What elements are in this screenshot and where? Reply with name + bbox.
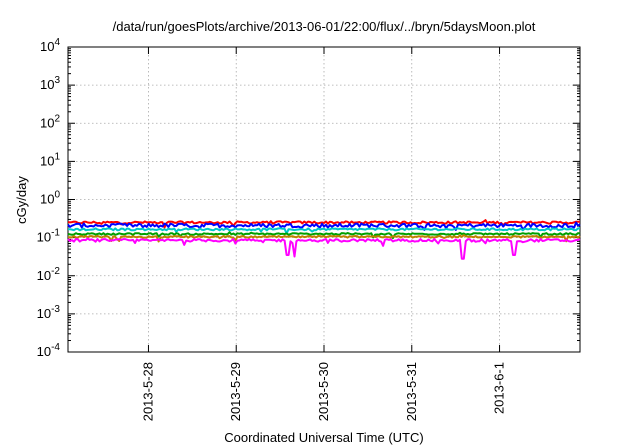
y-tick-label: 101 — [40, 151, 60, 168]
chart-title: /data/run/goesPlots/archive/2013-06-01/2… — [113, 19, 536, 34]
x-axis: 2013-5-28 2013-5-29 2013-5-30 2013-5-31 2013… — [140, 47, 507, 421]
series-group — [67, 219, 581, 260]
y-tick-label: 104 — [40, 37, 60, 54]
x-tick-label: 2013-5-30 — [316, 362, 331, 421]
y-tick-label: 10-4 — [37, 342, 61, 359]
y-tick-label: 10-2 — [37, 266, 61, 283]
x-tick-label: 2013-6-1 — [492, 362, 507, 414]
series-line-4 — [67, 231, 581, 240]
x-tick-label: 2013-5-29 — [228, 362, 243, 421]
series-line-3 — [68, 227, 581, 235]
y-tick-label: 103 — [40, 75, 60, 92]
y-tick-label: 10-1 — [37, 228, 61, 245]
series-line-5 — [68, 234, 581, 243]
y-axis-label: cGy/day — [14, 176, 29, 224]
y-tick-label: 100 — [40, 190, 60, 207]
x-tick-label: 2013-5-31 — [404, 362, 419, 421]
series-line-1 — [67, 219, 580, 229]
y-tick-label: 10-3 — [37, 304, 61, 321]
y-tick-label: 102 — [40, 113, 60, 130]
grid — [68, 47, 580, 352]
series-line-6 — [67, 237, 581, 260]
series-line-2 — [67, 221, 581, 231]
x-axis-label: Coordinated Universal Time (UTC) — [224, 430, 423, 445]
y-axis: 10-4 10-3 10-2 10-1 100 101 102 103 104 — [37, 37, 580, 359]
x-tick-label: 2013-5-28 — [140, 362, 155, 421]
